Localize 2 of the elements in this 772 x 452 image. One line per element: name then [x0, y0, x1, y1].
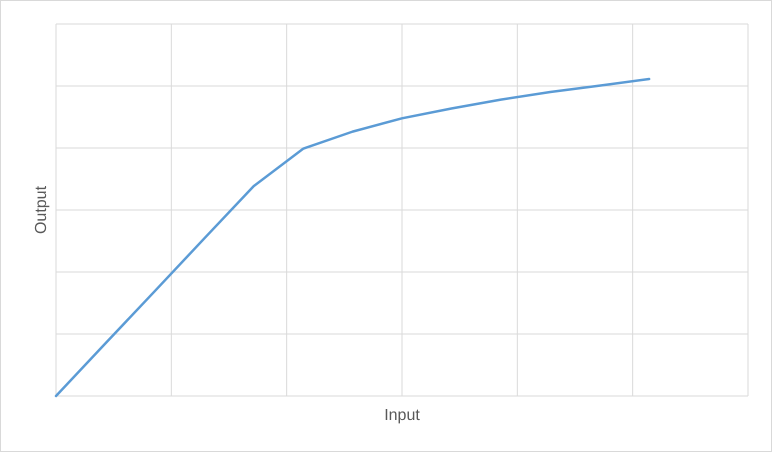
x-axis-title: Input: [384, 407, 420, 424]
y-axis-title: Output: [33, 185, 50, 234]
